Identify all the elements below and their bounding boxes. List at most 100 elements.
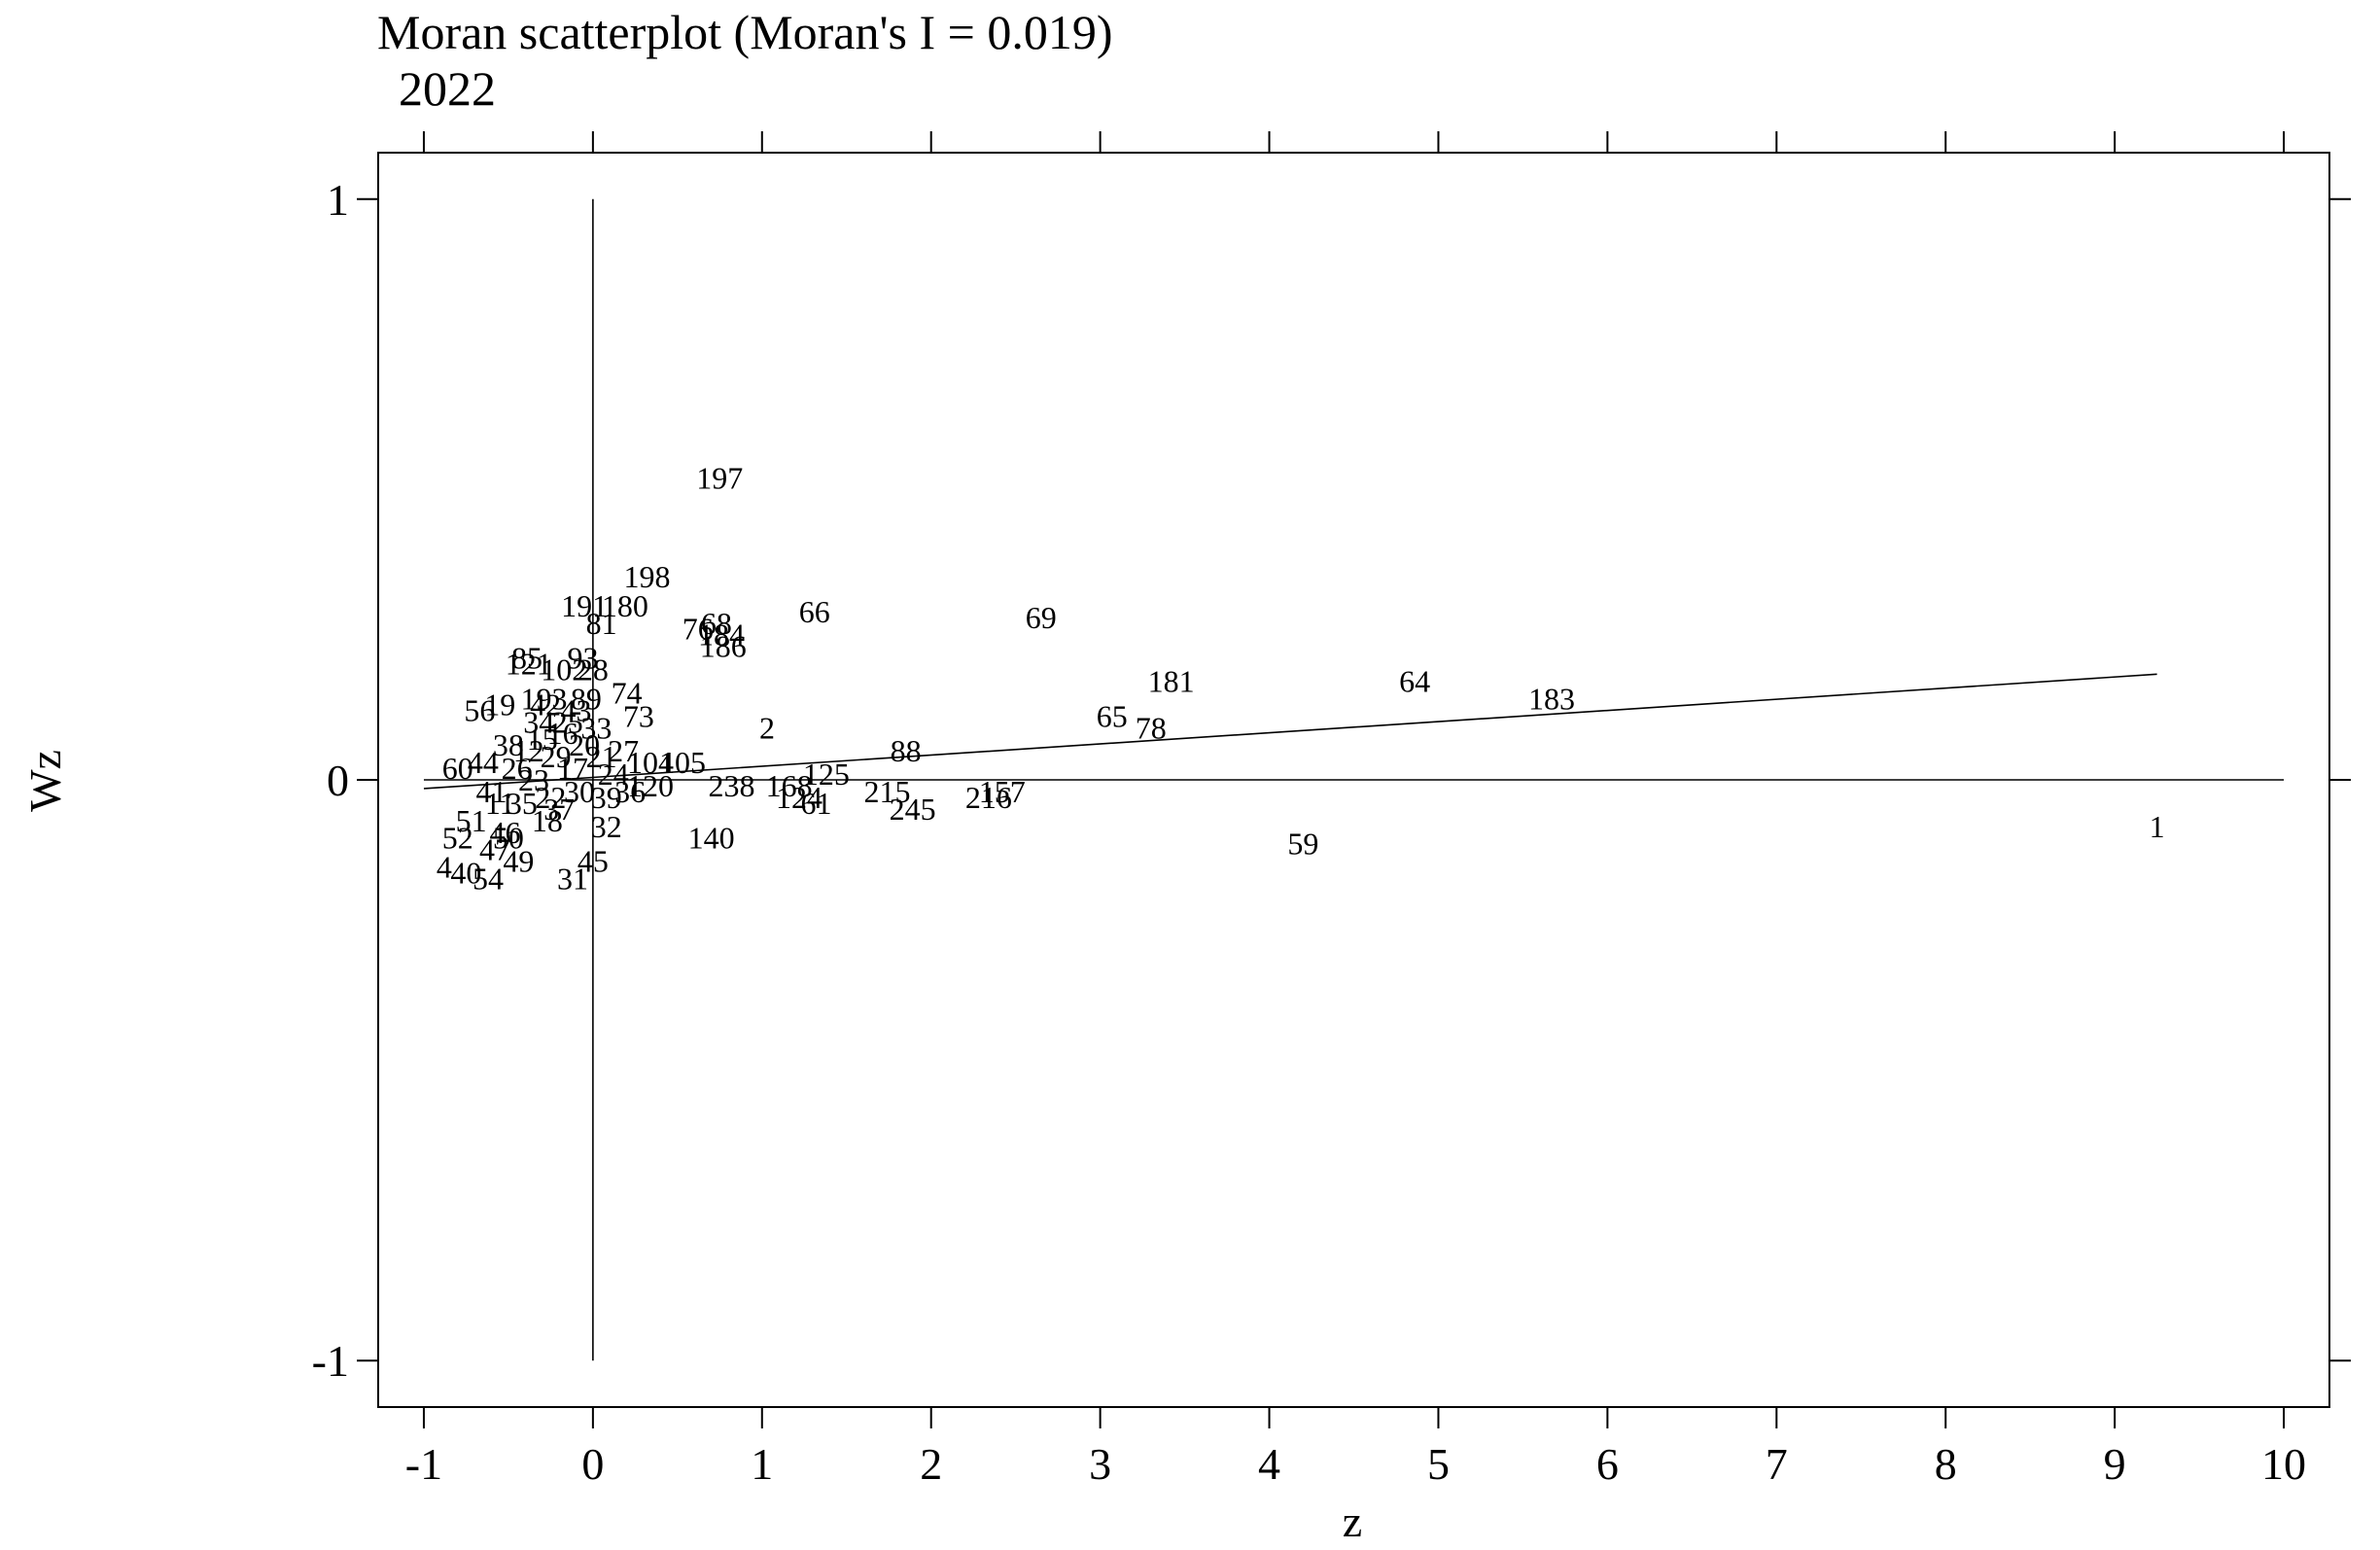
point-label: 38 xyxy=(493,727,524,762)
point-label: 24 xyxy=(598,757,629,792)
x-axis-ticks: -1 0 1 2 3 4 5 6 7 8 9 10 xyxy=(405,131,2306,1489)
point-label: 28 xyxy=(578,652,609,687)
point-label: 23 xyxy=(518,762,549,797)
point-label: 27 xyxy=(608,733,639,768)
x-tick-label: 4 xyxy=(1258,1439,1280,1489)
y-axis-label: Wz xyxy=(20,750,70,812)
point-label: 17 xyxy=(557,751,588,786)
point-label: 37 xyxy=(543,792,575,827)
x-tick-label: 1 xyxy=(751,1439,773,1489)
point-label: 51 xyxy=(456,803,487,838)
point-label: 238 xyxy=(708,768,754,803)
x-tick-label: 8 xyxy=(1935,1439,1957,1489)
x-tick-label: 2 xyxy=(920,1439,942,1489)
point-label: 186 xyxy=(700,629,747,664)
point-label: 22 xyxy=(535,780,566,815)
point-label: 19 xyxy=(484,687,515,722)
point-label: 215 xyxy=(863,774,910,809)
point-label: 52 xyxy=(442,821,473,856)
point-label: 60 xyxy=(442,751,473,786)
point-label: 43 xyxy=(560,692,591,727)
point-label: 39 xyxy=(591,780,622,815)
point-label: 26 xyxy=(502,751,533,786)
point-label: 49 xyxy=(503,844,534,879)
point-label: 12 xyxy=(513,733,544,768)
point-label: 34 xyxy=(523,704,554,739)
point-label: 2 xyxy=(759,710,775,745)
point-label: 41 xyxy=(476,774,508,809)
point-label: 245 xyxy=(890,792,936,827)
y-tick-label: -1 xyxy=(312,1336,349,1386)
y-tick-label: 0 xyxy=(327,756,349,805)
point-label: 73 xyxy=(623,698,654,733)
point-label: 25 xyxy=(552,704,583,739)
point-label: 20 xyxy=(569,727,600,762)
point-label: 78 xyxy=(1136,710,1167,745)
point-label: 93 xyxy=(567,641,598,676)
point-label: 157 xyxy=(979,774,1026,809)
point-label: 56 xyxy=(464,692,495,727)
point-label: 104 xyxy=(627,745,674,780)
point-label: 31 xyxy=(557,862,588,897)
point-label: 29 xyxy=(541,739,572,774)
point-label: 140 xyxy=(688,821,735,856)
regression-line-group xyxy=(423,673,2157,790)
point-label: 81 xyxy=(586,606,617,641)
x-tick-label: 0 xyxy=(581,1439,604,1489)
point-label: 50 xyxy=(493,821,524,856)
x-tick-label: 6 xyxy=(1596,1439,1619,1489)
point-label: 69 xyxy=(1026,600,1057,635)
point-label: 59 xyxy=(1287,827,1318,862)
point-label: 120 xyxy=(627,768,674,803)
point-label: 30 xyxy=(564,774,595,809)
y-axis-ticks: -1 0 1 xyxy=(312,175,2351,1386)
point-label: 40 xyxy=(450,856,481,891)
point-label: 66 xyxy=(799,594,830,629)
point-label: 193 xyxy=(520,681,567,716)
chart-subtitle: 2022 xyxy=(399,61,496,116)
point-label: 15 xyxy=(527,722,558,757)
point-label: 180 xyxy=(602,588,648,623)
point-label: 33 xyxy=(580,710,612,745)
point-label: 184 xyxy=(698,617,745,652)
point-label: 183 xyxy=(1528,681,1575,716)
x-axis-label: z xyxy=(1343,1497,1362,1546)
reference-lines xyxy=(423,198,2285,1361)
y-tick-label: 1 xyxy=(327,175,349,225)
point-label: 68 xyxy=(701,606,732,641)
point-label: 121 xyxy=(506,647,552,682)
point-label: 125 xyxy=(803,757,850,792)
point-label: 105 xyxy=(659,745,706,780)
point-label: 32 xyxy=(591,809,622,844)
x-tick-label: 7 xyxy=(1766,1439,1788,1489)
point-label: 89 xyxy=(571,681,602,716)
chart-title: Moran scatterplot (Moran's I = 0.019) xyxy=(377,5,1112,59)
point-label: 74 xyxy=(612,675,643,710)
x-tick-label: 10 xyxy=(2261,1439,2306,1489)
regression-line xyxy=(423,673,2157,790)
x-tick-label: 3 xyxy=(1089,1439,1111,1489)
point-label: 47 xyxy=(479,832,510,867)
point-label: 21 xyxy=(586,739,617,774)
x-tick-label: -1 xyxy=(405,1439,442,1489)
point-label: 16 xyxy=(547,716,578,751)
point-label: 216 xyxy=(965,780,1012,815)
point-label: 4 xyxy=(437,850,452,885)
point-label: 88 xyxy=(891,733,922,768)
point-label: 46 xyxy=(489,815,520,850)
point-label: 36 xyxy=(614,774,646,809)
point-label: 45 xyxy=(578,844,609,879)
point-label: 1 xyxy=(2150,809,2165,844)
point-label: 198 xyxy=(624,559,671,594)
point-label: 102 xyxy=(541,652,587,687)
point-label: 65 xyxy=(1097,698,1128,733)
x-tick-label: 9 xyxy=(2104,1439,2126,1489)
point-label: 191 xyxy=(561,588,608,623)
point-label: 124 xyxy=(776,780,822,815)
point-label: 18 xyxy=(532,803,563,838)
point-label: 168 xyxy=(766,768,813,803)
point-label: 54 xyxy=(472,862,504,897)
point-label: 76 xyxy=(682,612,714,647)
